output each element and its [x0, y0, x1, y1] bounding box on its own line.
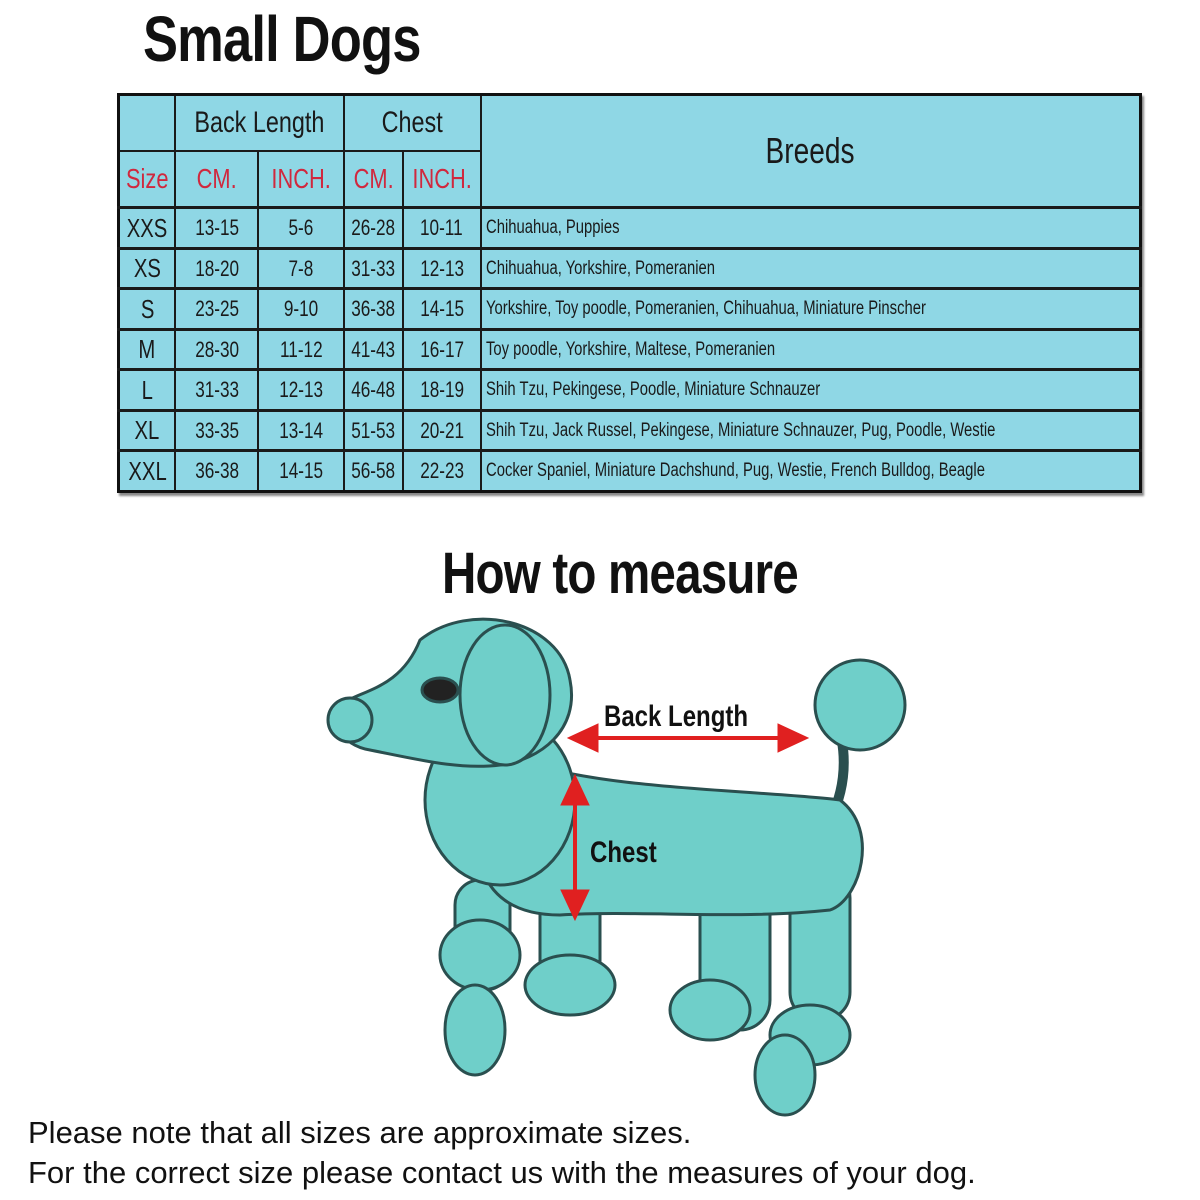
measure-arrows	[560, 723, 810, 922]
size-chart-table: Back Length Chest Breeds Size CM. INCH. …	[117, 93, 1142, 493]
size-header: Size	[117, 149, 177, 209]
dog-nose	[326, 696, 374, 744]
chest-header: Chest	[343, 93, 482, 152]
cell-back-cm: 33-35	[174, 408, 259, 452]
cell-size: XXS	[117, 206, 177, 250]
cell-chest-inch: 14-15	[401, 287, 482, 331]
cell-back-inch: 13-14	[256, 408, 346, 452]
cell-size: S	[117, 287, 177, 331]
cell-back-inch: 9-10	[256, 287, 346, 331]
table-row: S 23-25 9-10 36-38 14-15 Yorkshire, Toy poodl…	[117, 287, 1142, 331]
cell-chest-cm: 41-43	[343, 327, 404, 371]
cell-breeds: Chihuahua, Yorkshire, Pomeranien	[479, 246, 1142, 290]
cell-breeds: Yorkshire, Toy poodle, Pomeranien, Chihu…	[479, 287, 1142, 331]
chest-label: Chest	[590, 836, 657, 869]
cell-size: XXL	[117, 449, 177, 493]
back-length-header: Back Length	[174, 93, 346, 152]
cell-chest-inch: 16-17	[401, 327, 482, 371]
tail-pompom	[813, 658, 907, 752]
cell-back-cm: 18-20	[174, 246, 259, 290]
cell-back-inch: 12-13	[256, 368, 346, 412]
note-approximate: Please note that all sizes are approxima…	[28, 1115, 692, 1150]
cell-chest-inch: 12-13	[401, 246, 482, 290]
cell-size: XL	[117, 408, 177, 452]
cell-size: XS	[117, 246, 177, 290]
cell-breeds: Cocker Spaniel, Miniature Dachshund, Pug…	[479, 449, 1142, 493]
cell-breeds: Chihuahua, Puppies	[479, 206, 1142, 250]
page-title: Small Dogs	[143, 3, 421, 75]
cell-back-inch: 7-8	[256, 246, 346, 290]
cell-chest-cm: 31-33	[343, 246, 404, 290]
table-row: XL 33-35 13-14 51-53 20-21 Shih Tzu, Jack Rus…	[117, 408, 1142, 452]
breeds-header: Breeds	[479, 93, 1142, 209]
cell-chest-inch: 10-11	[401, 206, 482, 250]
cell-back-cm: 23-25	[174, 287, 259, 331]
cell-breeds: Toy poodle, Yorkshire, Maltese, Pomerani…	[479, 327, 1142, 371]
back-cm-header: CM.	[174, 149, 259, 209]
cell-back-cm: 28-30	[174, 327, 259, 371]
cell-chest-cm: 36-38	[343, 287, 404, 331]
back-length-label: Back Length	[604, 700, 749, 733]
table-row: L 31-33 12-13 46-48 18-19 Shih Tzu, Pekingese…	[117, 368, 1142, 412]
cell-chest-inch: 18-19	[401, 368, 482, 412]
cell-breeds: Shih Tzu, Jack Russel, Pekingese, Miniat…	[479, 408, 1142, 452]
empty-corner	[117, 93, 177, 152]
back-inch-header: INCH.	[256, 149, 346, 209]
cell-size: L	[117, 368, 177, 412]
cell-back-inch: 11-12	[256, 327, 346, 371]
table-row: XXL 36-38 14-15 56-58 22-23 Cocker Spaniel, M…	[117, 449, 1142, 493]
cell-chest-cm: 51-53	[343, 408, 404, 452]
cell-back-cm: 13-15	[174, 206, 259, 250]
chest-cm-header: CM.	[343, 149, 404, 209]
cell-chest-cm: 26-28	[343, 206, 404, 250]
cell-back-cm: 36-38	[174, 449, 259, 493]
table-row: M 28-30 11-12 41-43 16-17 Toy poodle, Yorkshi…	[117, 327, 1142, 371]
table-row: XS 18-20 7-8 31-33 12-13 Chihuahua, Yorkshire…	[117, 246, 1142, 290]
dog-ear	[458, 623, 552, 767]
cell-back-inch: 5-6	[256, 206, 346, 250]
dog-eye	[420, 676, 460, 704]
cell-chest-inch: 20-21	[401, 408, 482, 452]
cell-size: M	[117, 327, 177, 371]
note-contact: For the correct size please contact us w…	[28, 1155, 976, 1190]
how-to-measure-title: How to measure	[442, 541, 799, 606]
cell-chest-cm: 46-48	[343, 368, 404, 412]
cell-back-cm: 31-33	[174, 368, 259, 412]
cell-chest-inch: 22-23	[401, 449, 482, 493]
table-row: XXS 13-15 5-6 26-28 10-11 Chihuahua, Puppies	[117, 206, 1142, 250]
chest-inch-header: INCH.	[401, 149, 482, 209]
cell-chest-cm: 56-58	[343, 449, 404, 493]
cell-back-inch: 14-15	[256, 449, 346, 493]
cell-breeds: Shih Tzu, Pekingese, Poodle, Miniature S…	[479, 368, 1142, 412]
